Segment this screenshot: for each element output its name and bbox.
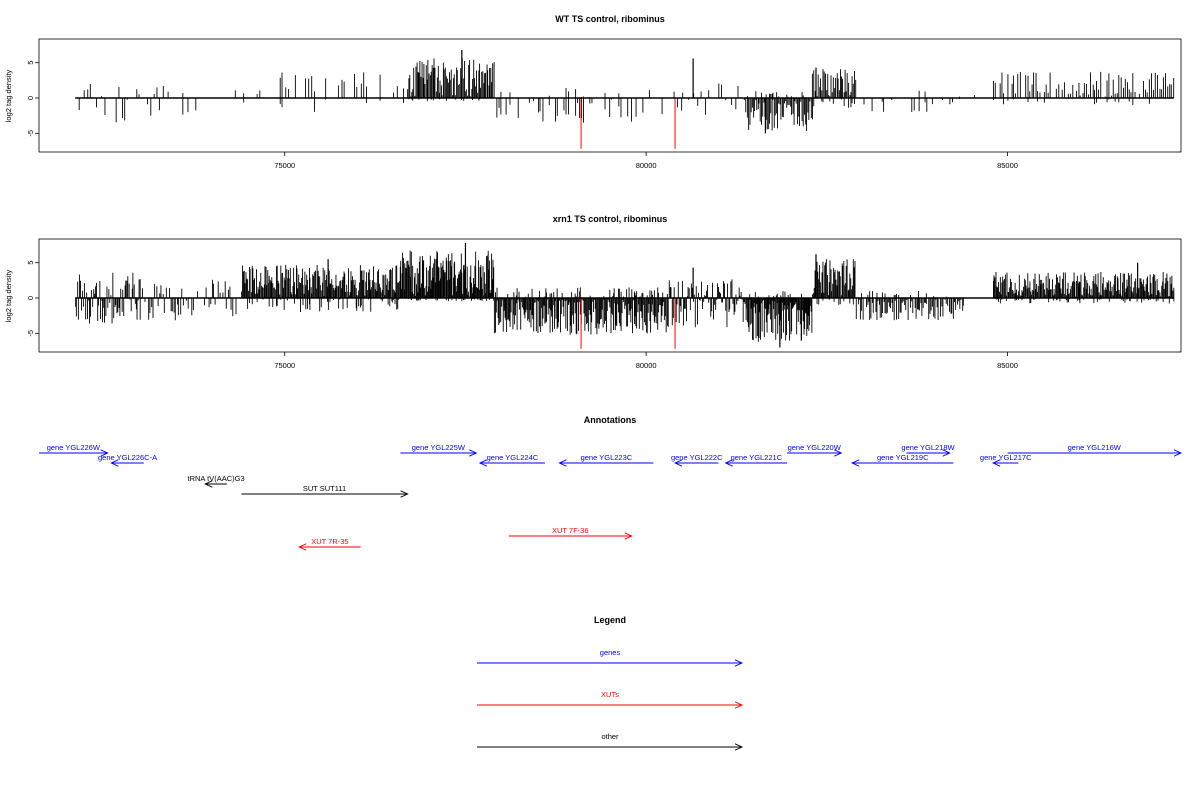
xut-7r-35-arrow [298, 543, 361, 551]
xrn1-x-tick-label: 80000 [636, 361, 657, 370]
trna-tv-aac-g3-arrow [204, 480, 227, 488]
legend-xut-label: XUTs [601, 690, 619, 699]
xrn1-plot-frame [38, 238, 1182, 353]
gene-ygl219c-label: gene YGL219C [877, 453, 929, 462]
legend-title: Legend [594, 615, 626, 625]
legend-panel: Legend genes XUTs other [477, 615, 744, 751]
xrn1-x-tick-label: 75000 [274, 361, 295, 370]
gene-ygl225w-arrow [400, 449, 478, 457]
wt-y-tick-label: -5 [26, 130, 35, 137]
gene-ygl218w-arrow [906, 449, 951, 457]
gene-ygl226c-a-arrow [110, 459, 144, 467]
xrn1-y-tick-label: -5 [26, 330, 35, 337]
gene-ygl217c-label: gene YGL217C [980, 453, 1032, 462]
gene-ygl217c-arrow [991, 459, 1019, 467]
wt-bars [75, 49, 1175, 149]
xut-7r-35-label: XUT 7R-35 [311, 537, 348, 546]
xrn1-y-tick-label: 5 [26, 261, 35, 265]
trna-tv-aac-g3-label: tRNA tV(AAC)G3 [188, 474, 245, 483]
gene-ygl226w-label: gene YGL226W [47, 443, 101, 452]
gene-ygl221c-label: gene YGL221C [731, 453, 783, 462]
xut-7f-36-arrow [508, 532, 633, 540]
gene-ygl226c-a-label: gene YGL226C-A [98, 453, 157, 462]
xrn1-track-title: xrn1 TS control, ribominus [553, 214, 668, 224]
xrn1-y-axis-label: log2 tag density [4, 269, 13, 322]
legend-entries: genes XUTs other [477, 648, 744, 751]
gene-ygl225w-label: gene YGL225W [412, 443, 466, 452]
wt-y-tick-label: 5 [26, 61, 35, 65]
legend-xut-arrow [477, 701, 744, 709]
wt-y-ticks: 5 0 -5 [26, 61, 39, 137]
gene-ygl223c-arrow [558, 459, 654, 467]
gene-ygl224c-arrow [478, 459, 545, 467]
gene-ygl220w-label: gene YGL220W [788, 443, 842, 452]
xrn1-bars [75, 242, 1175, 349]
xrn1-y-ticks: 5 0 -5 [26, 261, 39, 337]
gene-ygl218w-label: gene YGL218W [901, 443, 955, 452]
xrn1-x-ticks: 75000 80000 85000 [274, 352, 1018, 370]
gene-ygl222c-label: gene YGL222C [671, 453, 723, 462]
wt-x-tick-label: 75000 [274, 161, 295, 170]
sut-sut111-label: SUT SUT111 [303, 484, 346, 493]
legend-gene-label: genes [600, 648, 621, 657]
gene-ygl221c-arrow [724, 459, 788, 467]
xrn1-y-tick-label: 0 [26, 296, 35, 300]
sut-sut111-arrow [241, 490, 409, 498]
wt-x-tick-label: 85000 [997, 161, 1018, 170]
wt-track-title: WT TS control, ribominus [555, 14, 665, 24]
legend-other-arrow [477, 743, 744, 751]
gene-ygl219c-arrow [851, 459, 954, 467]
annotations-title: Annotations [584, 415, 637, 425]
wt-track-panel: WT TS control, ribominus log2 tag densit… [4, 14, 1182, 170]
legend-gene-arrow [477, 659, 744, 667]
xrn1-track-panel: xrn1 TS control, ribominus log2 tag dens… [4, 214, 1182, 370]
gene-ygl222c-arrow [673, 459, 719, 467]
wt-y-tick-label: 0 [26, 96, 35, 100]
wt-x-ticks: 75000 80000 85000 [274, 152, 1018, 170]
gene-ygl226w-arrow [39, 449, 109, 457]
xut-7f-36-label: XUT 7F-36 [552, 526, 589, 535]
wt-plot-frame [38, 38, 1182, 153]
gene-ygl216w-label: gene YGL216W [1068, 443, 1122, 452]
wt-x-tick-label: 80000 [636, 161, 657, 170]
gene-ygl220w-arrow [787, 449, 843, 457]
xrn1-x-tick-label: 85000 [997, 361, 1018, 370]
wt-y-axis-label: log2 tag density [4, 69, 13, 122]
gene-ygl216w-arrow [1007, 449, 1183, 457]
legend-other-label: other [601, 732, 619, 741]
gene-ygl224c-label: gene YGL224C [487, 453, 539, 462]
gene-ygl223c-label: gene YGL223C [581, 453, 633, 462]
